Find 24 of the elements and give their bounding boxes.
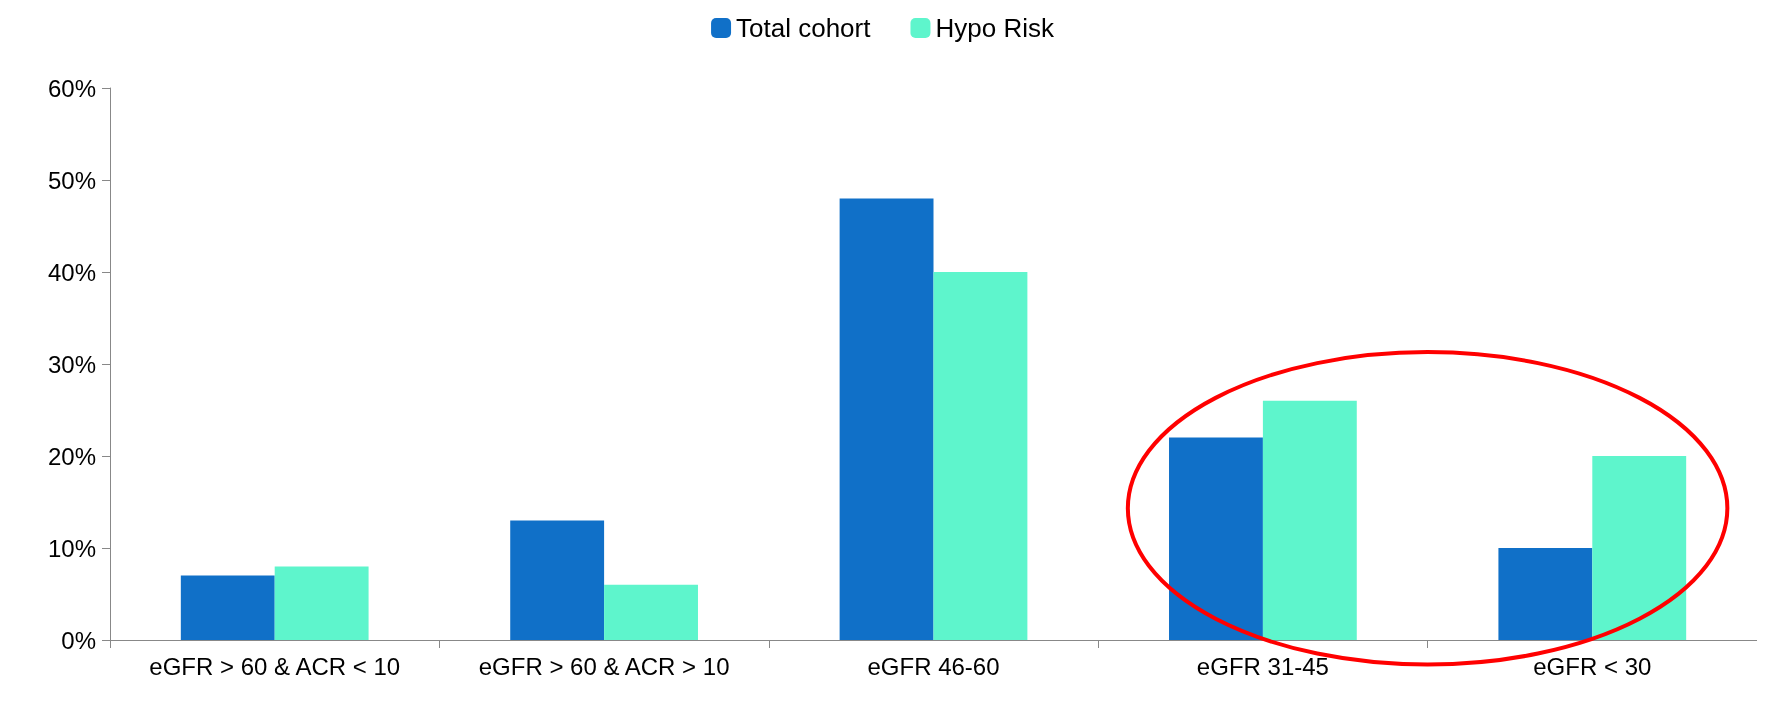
y-tick-label: 40% <box>47 258 96 286</box>
bar <box>1592 456 1687 640</box>
x-tick-label: eGFR 46-60 <box>867 652 1000 680</box>
bar <box>274 566 369 640</box>
bar <box>1498 548 1593 640</box>
bar <box>1169 437 1263 640</box>
y-tick-label: 30% <box>47 350 96 378</box>
y-tick-label: 20% <box>47 442 96 470</box>
x-tick-label: eGFR > 60 & ACR > 10 <box>478 652 730 680</box>
bar <box>604 584 698 640</box>
y-tick-label: 60% <box>47 74 96 102</box>
x-tick-label: eGFR > 60 & ACR < 10 <box>149 652 401 680</box>
x-tick-label: eGFR < 30 <box>1533 652 1652 680</box>
bar <box>839 198 934 640</box>
legend-label: Hypo Risk <box>935 13 1055 43</box>
legend-label: Total cohort <box>736 13 872 43</box>
y-tick-label: 50% <box>47 166 96 194</box>
y-tick-label: 0% <box>61 626 96 654</box>
x-tick-label: eGFR 31-45 <box>1196 652 1329 680</box>
bar <box>933 272 1028 640</box>
y-tick-label: 10% <box>47 534 96 562</box>
bar <box>510 520 605 640</box>
bar <box>1262 400 1357 640</box>
bar <box>180 575 275 640</box>
